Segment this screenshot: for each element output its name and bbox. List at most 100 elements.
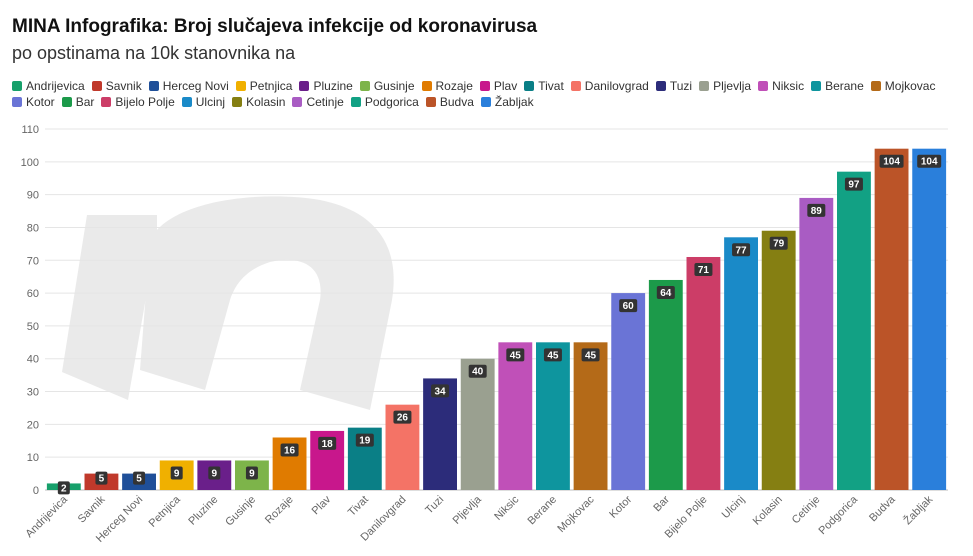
value-label-bg	[619, 299, 638, 313]
value-label-bg	[543, 348, 562, 362]
legend-item: Bijelo Polje	[101, 94, 175, 110]
x-tick-label: Bar	[651, 493, 672, 514]
legend-item: Pluzine	[299, 78, 353, 94]
value-label-text: 77	[736, 245, 748, 256]
x-tick-label: Ulcinj	[720, 494, 748, 522]
bar	[611, 293, 646, 490]
x-tick-label: Pluzine	[186, 494, 220, 528]
x-tick-label: Cetinje	[790, 494, 823, 527]
x-tick-label: Podgorica	[817, 493, 861, 537]
value-label-text: 9	[174, 468, 180, 479]
legend-item: Pljevlja	[699, 78, 751, 94]
value-label: 89	[807, 203, 826, 217]
x-tick-label: Andrijevica	[23, 493, 70, 540]
x-tick-label: Tivat	[346, 494, 371, 519]
y-tick-label: 40	[27, 354, 39, 366]
legend-swatch	[811, 81, 822, 91]
legend-swatch	[655, 81, 666, 91]
legend-swatch	[421, 81, 432, 91]
y-axis: 0 10 20 30 40 50 60 70 80 90 100 110	[21, 124, 39, 497]
value-label: 9	[245, 466, 258, 480]
value-label: 104	[917, 154, 942, 168]
bar	[837, 171, 871, 490]
value-label-bg	[245, 466, 258, 480]
bar	[498, 342, 533, 490]
bar	[648, 279, 683, 490]
legend-item: Niksic	[758, 78, 804, 94]
x-tick-label: Kolasin	[751, 494, 785, 528]
legend-label: Pluzine	[313, 79, 353, 93]
legend-item: Andrijevica	[12, 78, 85, 94]
value-label: 26	[393, 410, 412, 424]
bar	[573, 342, 608, 490]
legend-item: Gusinje	[359, 78, 415, 94]
legend-label: Plav	[493, 79, 518, 93]
legend-label: Petnjica	[249, 79, 293, 93]
legend-label: Budva	[439, 95, 474, 109]
legend-label: Kolasin	[246, 95, 286, 109]
legend-swatch	[480, 97, 491, 107]
legend-swatch	[350, 97, 361, 107]
legend-label: Cetinje	[306, 95, 344, 109]
value-label-bg	[95, 471, 108, 485]
legend-item: Podgorica	[350, 94, 419, 110]
bar	[686, 256, 721, 490]
value-label: 60	[619, 299, 638, 313]
legend-item: Berane	[811, 78, 864, 94]
legend-swatch	[181, 97, 192, 107]
y-tick-label: 30	[27, 387, 39, 399]
legend-swatch	[870, 81, 881, 91]
value-label-text: 64	[660, 288, 672, 299]
y-tick-label: 20	[27, 419, 39, 431]
y-tick-label: 100	[21, 157, 39, 169]
value-label-bg	[694, 262, 713, 276]
value-label-bg	[57, 481, 70, 495]
legend-swatch	[758, 81, 769, 91]
legend-label: Žabljak	[494, 95, 534, 109]
legend-swatch	[524, 81, 535, 91]
value-label-text: 60	[623, 301, 635, 312]
bar	[912, 148, 947, 490]
x-tick-label: Kotor	[607, 493, 634, 520]
legend-label: Podgorica	[364, 95, 419, 109]
legend-item: Kotor	[12, 94, 55, 110]
chart-title: MINA Infografika: Broj slučajeva infekci…	[12, 16, 538, 37]
legend-label: Tuzi	[669, 79, 693, 93]
y-tick-label: 110	[21, 124, 39, 136]
value-label-text: 71	[698, 265, 710, 276]
bar	[536, 342, 570, 490]
x-tick-label: Savnik	[76, 493, 108, 525]
legend-swatch	[232, 97, 243, 107]
legend-swatch	[292, 97, 303, 107]
value-label-text: 5	[99, 474, 105, 485]
bar	[724, 237, 758, 490]
y-tick-label: 70	[27, 255, 39, 267]
value-label: 77	[732, 243, 751, 257]
bar	[761, 230, 796, 490]
value-label: 104	[879, 154, 904, 168]
legend-swatch	[12, 97, 22, 107]
legend-label: Danilovgrad	[584, 79, 649, 93]
value-label: 40	[468, 364, 487, 378]
value-label-bg	[917, 154, 942, 168]
y-tick-label: 0	[33, 485, 39, 497]
value-label-bg	[807, 203, 826, 217]
x-tick-label: Petnjica	[147, 493, 184, 530]
x-tick-label: Mojkovac	[555, 493, 597, 535]
value-label-bg	[133, 471, 146, 485]
value-label-bg	[355, 433, 374, 447]
legend-label: Berane	[825, 79, 864, 93]
value-labels: 2 5 5 9 9 9 16 18 19 26 34 40 45 45 45 60 64 71 77 79 89 97 10…	[57, 154, 942, 495]
legend-swatch	[12, 81, 22, 91]
y-tick-label: 90	[27, 190, 39, 202]
value-label: 2	[57, 481, 70, 495]
value-label-text: 19	[359, 436, 371, 447]
value-label-bg	[468, 364, 487, 378]
legend-swatch	[299, 81, 310, 91]
legend-label: Pljevlja	[713, 79, 752, 93]
value-label-bg	[732, 243, 751, 257]
value-label: 9	[208, 466, 221, 480]
y-tick-label: 50	[27, 321, 39, 333]
value-label-text: 26	[397, 413, 409, 424]
